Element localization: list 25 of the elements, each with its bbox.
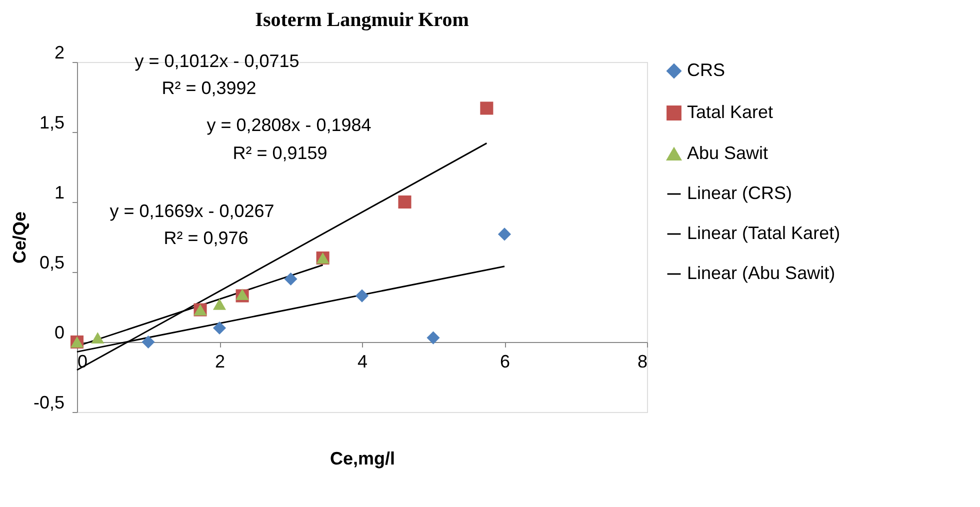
- annotation: R² = 0,3992: [162, 78, 256, 98]
- annotation: y = 0,2808x - 0,1984: [206, 115, 372, 135]
- chart-title: Isoterm Langmuir Krom: [255, 9, 470, 31]
- legend-label: Tatal Karet: [687, 102, 774, 122]
- y-tick-label: -0,5: [33, 392, 64, 412]
- x-tick-label: 2: [214, 352, 226, 372]
- y-tick-label: 1,5: [39, 112, 64, 132]
- y-tick-label: 2: [54, 42, 64, 62]
- legend-label: Linear (Abu Sawit): [687, 263, 836, 283]
- legend-label: Linear (Tatal Karet): [687, 223, 840, 243]
- x-axis-title: Ce,mg/l: [330, 448, 396, 468]
- annotation: y = 0,1669x - 0,0267: [110, 201, 274, 221]
- x-tick-label: 4: [357, 352, 368, 372]
- legend-label: Abu Sawit: [687, 143, 768, 163]
- y-tick-label: 0,5: [39, 252, 64, 272]
- annotation: y = 0,1012x - 0,0715: [134, 51, 300, 71]
- y-axis-title: Ce/Qe: [9, 211, 30, 264]
- y-tick-label: 0: [54, 322, 64, 342]
- x-tick-label: 8: [637, 352, 648, 372]
- annotation: R² = 0,9159: [232, 143, 328, 163]
- annotation: R² = 0,976: [164, 228, 248, 248]
- y-tick-label: 1: [54, 182, 64, 202]
- x-tick-label: 6: [500, 352, 510, 372]
- legend-label: Linear (CRS): [687, 183, 792, 203]
- legend-label: CRS: [687, 60, 726, 80]
